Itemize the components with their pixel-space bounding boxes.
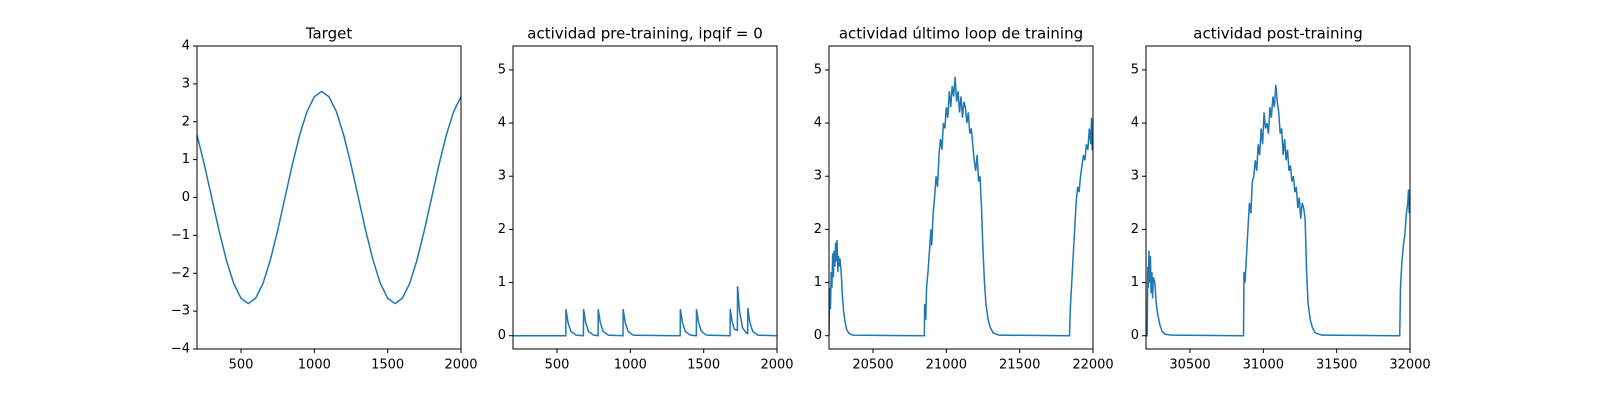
- subplot-title: Target: [305, 25, 353, 43]
- y-tick-label: 1: [1131, 275, 1139, 290]
- x-tick-label: 21000: [926, 358, 967, 373]
- plot-area: [513, 286, 777, 337]
- y-tick-label: −1: [171, 228, 190, 243]
- y-tick-label: 3: [1131, 169, 1139, 184]
- subplot-title: actividad último loop de training: [839, 25, 1083, 43]
- data-line: [197, 90, 461, 305]
- y-tick-label: 3: [182, 76, 190, 91]
- axes-frame: [512, 45, 778, 350]
- axes-frame: [1145, 45, 1411, 350]
- data-line: [829, 76, 1093, 337]
- x-tick-label: 22000: [1072, 358, 1113, 373]
- subplot: actividad último loop de training 0 1 2 3 4 5 2…: [814, 25, 1114, 373]
- x-tick-label: 21500: [999, 358, 1040, 373]
- x-tick-label: 30500: [1169, 358, 1210, 373]
- x-tick-label: 31500: [1316, 358, 1357, 373]
- data-line: [1146, 84, 1410, 337]
- y-tick-label: 2: [182, 114, 190, 129]
- y-tick-label: 4: [1131, 116, 1139, 131]
- x-tick-label: 1000: [298, 358, 331, 373]
- x-tick-label: 500: [229, 358, 254, 373]
- subplot: actividad pre-training, ipqif = 0 0 1 2 3 4 5 5…: [498, 25, 794, 373]
- y-tick-label: −3: [171, 304, 190, 319]
- x-tick-label: 2000: [444, 358, 477, 373]
- y-tick-label: 3: [498, 169, 506, 184]
- x-tick-label: 20500: [852, 358, 893, 373]
- axes-frame: [196, 45, 462, 350]
- y-tick-label: 3: [814, 169, 822, 184]
- y-tick-label: 2: [1131, 222, 1139, 237]
- y-tick-label: 5: [814, 62, 822, 77]
- axes-frame: [828, 45, 1094, 350]
- x-tick-label: 32000: [1389, 358, 1430, 373]
- y-tick-label: 4: [814, 116, 822, 131]
- y-tick-label: −4: [171, 342, 190, 357]
- y-tick-label: 0: [1131, 328, 1139, 343]
- y-tick-label: −2: [171, 266, 190, 281]
- y-tick-label: 1: [182, 152, 190, 167]
- y-tick-label: 2: [498, 222, 506, 237]
- x-tick-label: 2000: [760, 358, 793, 373]
- plot-area: [829, 76, 1093, 337]
- plot-area: [197, 90, 461, 305]
- subplot: actividad post-training 0 1 2 3 4 5 30500 31000 3…: [1131, 25, 1431, 373]
- y-tick-label: 5: [1131, 62, 1139, 77]
- y-tick-label: 1: [814, 275, 822, 290]
- x-tick-label: 1500: [371, 358, 404, 373]
- x-tick-label: 31000: [1243, 358, 1284, 373]
- y-tick-label: 5: [498, 62, 506, 77]
- y-tick-label: 0: [498, 328, 506, 343]
- subplot-title: actividad post-training: [1193, 25, 1362, 43]
- data-line: [513, 286, 777, 337]
- plot-area: [1146, 84, 1410, 337]
- y-tick-label: 0: [182, 190, 190, 205]
- y-tick-label: 4: [182, 39, 190, 54]
- x-tick-label: 1000: [614, 358, 647, 373]
- subplot: Target −4 −3 −2 −1 0 1 2 3 4 500 1000 1500 2000: [171, 25, 478, 373]
- y-tick-label: 4: [498, 116, 506, 131]
- x-tick-label: 500: [545, 358, 570, 373]
- y-tick-label: 0: [814, 328, 822, 343]
- y-tick-label: 2: [814, 222, 822, 237]
- y-tick-label: 1: [498, 275, 506, 290]
- subplot-title: actividad pre-training, ipqif = 0: [527, 25, 763, 43]
- x-tick-label: 1500: [687, 358, 720, 373]
